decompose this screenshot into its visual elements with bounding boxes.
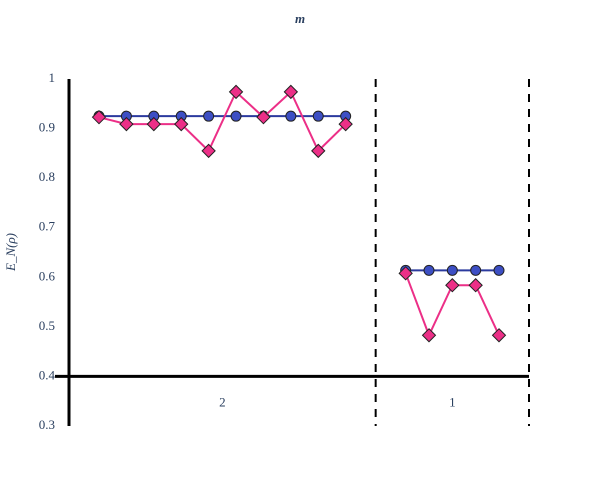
point [228,84,244,100]
y-tick-label: 0.6 [39,268,56,283]
y-tick-label: 0.9 [39,120,55,135]
point [203,110,215,122]
x-tick-label: 2 [219,394,226,409]
point [283,84,299,100]
series-line [98,90,347,153]
point [491,328,507,343]
point [468,278,483,293]
point [446,264,458,276]
y-tick-label: 0.7 [39,219,56,234]
point [146,116,162,132]
point [423,264,435,276]
point [174,116,189,132]
point [493,264,505,276]
point [421,328,437,343]
chart-title: m [295,11,305,26]
y-tick-label: 0.3 [39,417,55,432]
y-tick-label: 1 [49,70,56,85]
point [285,110,297,122]
y-tick-label: 0.5 [39,318,55,333]
point [201,143,216,159]
point [311,143,326,159]
y-tick-label: 0.8 [39,169,55,184]
point [338,116,353,132]
point [312,110,324,122]
point [256,109,271,125]
x-tick-label: 1 [449,394,456,409]
point [230,110,242,122]
point [470,264,482,276]
point [119,116,134,132]
point [445,278,460,293]
point [91,109,107,125]
point [398,266,413,281]
y-axis-label: E_N(ρ) [3,233,18,272]
y-tick-label: 0.4 [39,367,56,382]
